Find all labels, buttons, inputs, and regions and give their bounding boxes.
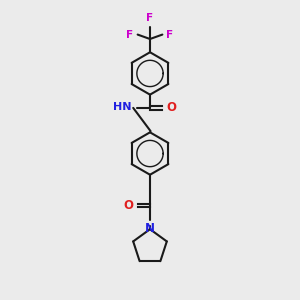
Text: HN: HN — [113, 102, 131, 112]
Text: O: O — [167, 101, 177, 114]
Text: F: F — [126, 30, 134, 40]
Text: O: O — [123, 199, 133, 212]
Text: F: F — [167, 30, 174, 40]
Text: N: N — [145, 221, 155, 235]
Text: F: F — [146, 13, 154, 22]
